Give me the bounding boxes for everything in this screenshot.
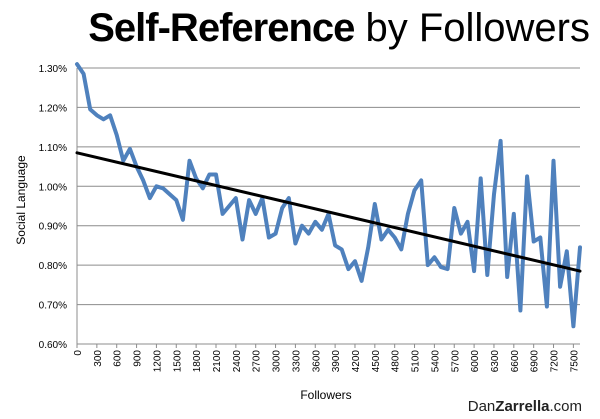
x-tick-label: 3000 — [272, 350, 283, 373]
x-tick-label: 5400 — [430, 350, 441, 373]
x-tick-label: 5700 — [450, 350, 461, 373]
credit-text: DanZarrella.com — [468, 398, 582, 415]
x-tick-label: 7500 — [569, 350, 580, 373]
y-tick-label: 0.60% — [39, 340, 67, 351]
x-tick-label: 1200 — [152, 350, 163, 373]
x-tick-label: 7200 — [550, 350, 561, 373]
x-tick-label: 4500 — [371, 350, 382, 373]
x-tick-label: 6900 — [530, 350, 541, 373]
credit-strong: Zarrella — [495, 398, 550, 415]
x-tick-label: 3600 — [311, 350, 322, 373]
y-tick-labels: 0.60% 0.70% 0.80% 0.90% 1.00% 1.10% 1.20% 1.30% — [39, 64, 67, 351]
x-tick-label: 6000 — [470, 350, 481, 373]
credit-post: .com — [549, 398, 582, 415]
y-tick-label: 1.00% — [39, 182, 67, 193]
y-tick-label: 1.30% — [39, 64, 67, 75]
y-tick-label: 1.10% — [39, 143, 67, 154]
y-tick-label: 0.80% — [39, 261, 67, 272]
y-axis-label: Social Language — [14, 155, 28, 245]
y-tick-label: 1.20% — [39, 103, 67, 114]
x-tick-label: 1800 — [192, 350, 203, 373]
x-tick-label: 2400 — [232, 350, 243, 373]
y-tick-label: 0.90% — [39, 222, 67, 233]
x-tick-label: 4800 — [391, 350, 402, 373]
x-tick-label: 900 — [133, 350, 144, 367]
x-tick-label: 300 — [93, 350, 104, 367]
x-tick-label: 4200 — [351, 350, 362, 373]
title-bold: Self-Reference — [88, 6, 355, 50]
series-line-data — [75, 62, 582, 329]
y-tick-label: 0.70% — [39, 301, 67, 312]
x-axis-label: Followers — [300, 388, 351, 402]
series-line-trend — [75, 151, 582, 273]
title-rest: by Followers — [354, 6, 590, 50]
page-title: Self-Reference by Followers — [0, 6, 590, 51]
x-tick-label: 2100 — [212, 350, 223, 373]
x-tick-label: 6600 — [510, 350, 521, 373]
x-tick-labels: 0 300 600 900 1200 1500 1800 2100 2400 2700 3000 33… — [73, 344, 580, 372]
x-tick-label: 3300 — [291, 350, 302, 373]
x-tick-label: 0 — [73, 350, 84, 356]
x-tick-label: 600 — [113, 350, 124, 367]
x-tick-label: 5100 — [411, 350, 422, 373]
x-tick-label: 6300 — [490, 350, 501, 373]
x-tick-label: 1500 — [172, 350, 183, 373]
x-tick-label: 3900 — [331, 350, 342, 373]
credit-pre: Dan — [467, 398, 496, 415]
series-group — [75, 62, 582, 329]
x-tick-label: 2700 — [252, 350, 263, 373]
